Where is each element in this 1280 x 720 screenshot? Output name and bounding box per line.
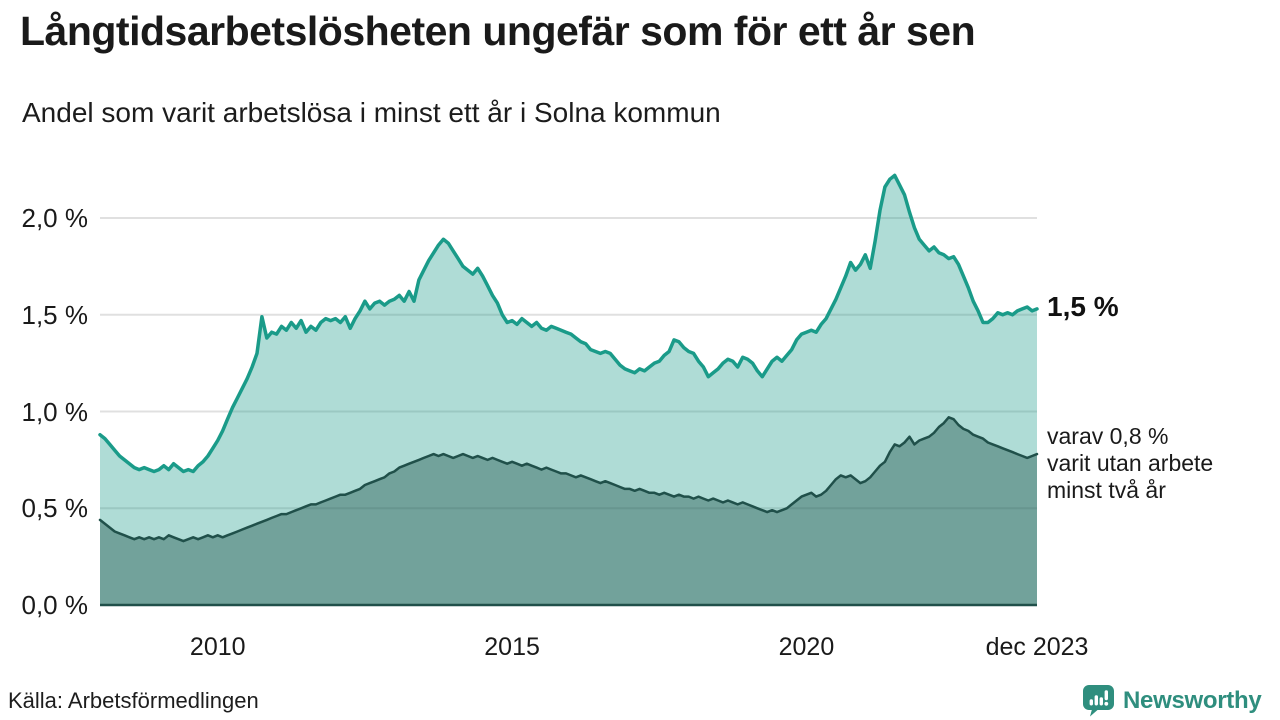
y-axis-tick-label: 0,5 % xyxy=(21,493,89,524)
x-axis-tick-label: 2010 xyxy=(189,633,246,661)
newsworthy-icon xyxy=(1083,685,1114,717)
y-axis-tick-label: 1,5 % xyxy=(21,299,89,330)
two-year-annotation-line1: varav 0,8 % xyxy=(1047,423,1169,449)
two-year-annotation-line3: minst två år xyxy=(1047,477,1166,503)
x-axis-tick-label: dec 2023 xyxy=(985,633,1089,661)
y-axis-tick-label: 0,0 % xyxy=(21,590,89,620)
two-year-annotation: varav 0,8 % varit utan arbete minst två … xyxy=(1047,423,1213,504)
y-axis-tick-label: 2,0 % xyxy=(21,203,89,233)
newsworthy-logo: Newsworthy xyxy=(1082,684,1262,717)
line-minst-tva-ar xyxy=(98,416,1039,543)
newsworthy-wordmark: Newsworthy xyxy=(1123,686,1262,714)
x-axis-tick-label: 2020 xyxy=(778,633,835,661)
x-axis-tick-label: 2015 xyxy=(484,633,540,661)
area-minst-ett-ar xyxy=(100,175,1037,605)
area-minst-tva-ar xyxy=(100,417,1037,605)
two-year-annotation-line2: varit utan arbete xyxy=(1047,450,1214,476)
line-minst-ett-ar xyxy=(98,173,1039,474)
latest-value-label: 1,5 % xyxy=(1047,291,1119,322)
source-credit: Källa: Arbetsförmedlingen xyxy=(8,688,259,713)
page-title: Långtidsarbetslösheten ungefär som för e… xyxy=(20,8,976,54)
page-subtitle: Andel som varit arbetslösa i minst ett å… xyxy=(22,97,721,128)
y-axis-tick-label: 1,0 % xyxy=(21,396,89,427)
